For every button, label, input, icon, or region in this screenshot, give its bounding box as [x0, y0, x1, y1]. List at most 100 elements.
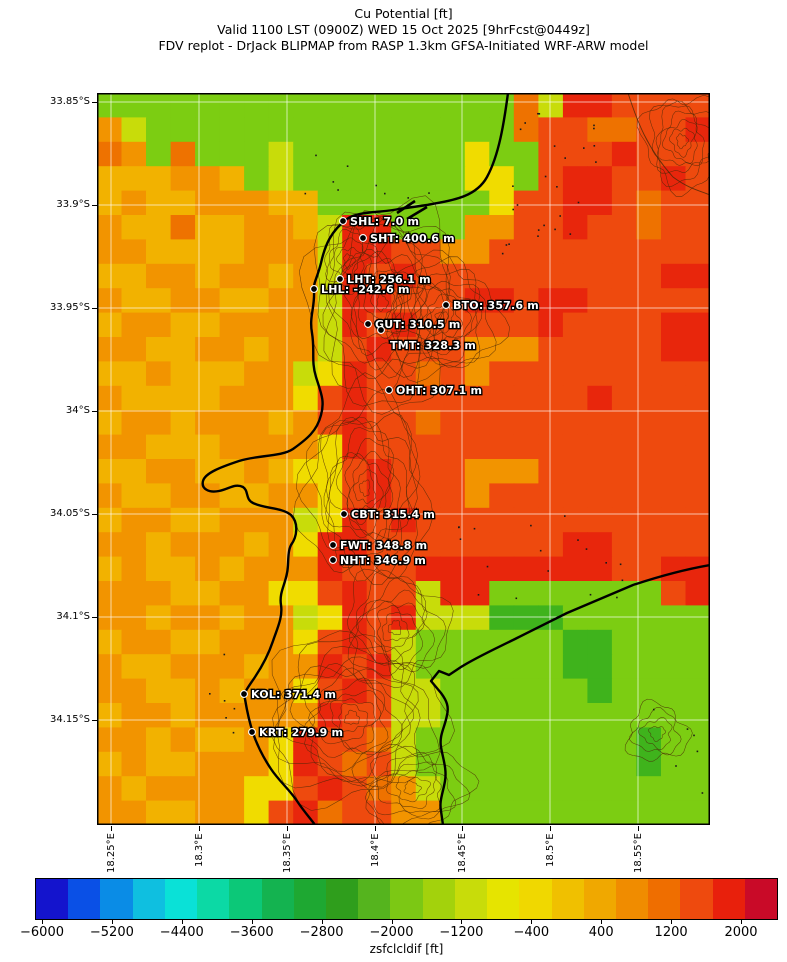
raster-cell: [562, 312, 588, 338]
raster-cell: [268, 483, 294, 509]
raster-cell: [244, 629, 270, 655]
raster-cell: [661, 434, 687, 460]
raster-cell: [440, 215, 466, 240]
raster-cell: [587, 312, 613, 338]
urban-speckle: [559, 215, 561, 217]
raster-cell: [293, 483, 319, 509]
raster-cell: [97, 483, 123, 509]
raster-cell: [636, 93, 662, 118]
station-marker: [377, 326, 385, 334]
raster-cell: [611, 629, 637, 655]
raster-cell: [219, 190, 245, 216]
raster-cell: [121, 605, 147, 631]
raster-cell: [685, 727, 710, 753]
terrain-contour: [377, 604, 419, 652]
raster-cell: [415, 776, 441, 802]
raster-cell: [97, 605, 123, 631]
raster-cell: [538, 166, 564, 192]
raster-cell: [342, 93, 368, 118]
terrain-contour: [350, 250, 422, 357]
raster-cell: [611, 239, 637, 265]
terrain-contour: [308, 677, 389, 755]
raster-cell: [391, 776, 417, 802]
raster-cell: [170, 605, 196, 631]
raster-cell: [464, 117, 490, 143]
raster-cell: [513, 239, 539, 265]
raster-cell: [415, 166, 441, 192]
raster-cell: [562, 263, 588, 289]
raster-cell: [661, 483, 687, 509]
raster-cell: [464, 581, 490, 606]
y-tick-mark: [92, 102, 97, 103]
colorbar-segment: [68, 879, 101, 919]
raster-cell: [685, 93, 710, 118]
raster-cell: [513, 288, 539, 314]
colorbar-segment: [36, 879, 69, 919]
terrain-contour: [402, 280, 481, 362]
raster-cell: [611, 190, 637, 216]
raster-cell: [562, 556, 588, 582]
raster-cell: [636, 678, 662, 704]
urban-speckle: [512, 208, 514, 211]
terrain-contour: [356, 589, 428, 670]
raster-cell: [685, 507, 710, 533]
terrain-contour: [638, 717, 673, 751]
raster-cell: [636, 483, 662, 509]
raster-cell: [562, 410, 588, 436]
raster-cell: [562, 459, 588, 484]
raster-cell: [268, 117, 294, 143]
raster-cell: [562, 654, 588, 680]
raster-cell: [685, 605, 710, 631]
raster-cell: [146, 141, 172, 167]
raster-cell: [366, 263, 392, 289]
raster-cell: [562, 93, 588, 118]
raster-cell: [636, 581, 662, 606]
urban-speckle: [459, 538, 462, 540]
raster-cell: [685, 776, 710, 802]
raster-cell: [391, 385, 417, 411]
raster-cell: [611, 263, 637, 289]
raster-cell: [538, 337, 564, 362]
raster-cell: [538, 507, 564, 533]
station-marker: [240, 690, 248, 698]
raster-cell: [636, 166, 662, 192]
raster-cell: [587, 605, 613, 631]
y-tick-label: 34.15°S: [50, 714, 90, 725]
raster-cell: [685, 385, 710, 411]
raster-cell: [611, 312, 637, 338]
terrain-contour: [364, 745, 471, 825]
raster-cell: [366, 166, 392, 192]
raster-cell: [170, 581, 196, 606]
x-tick-label: 18.3°E: [194, 833, 205, 867]
raster-cell: [661, 385, 687, 411]
raster-cell: [538, 678, 564, 704]
raster-cell: [342, 751, 368, 777]
colorbar-segment: [422, 879, 455, 919]
urban-speckle: [537, 112, 539, 115]
terrain-contour: [648, 726, 666, 742]
raster-cell: [685, 434, 710, 460]
raster-cell: [268, 337, 294, 362]
raster-cell: [415, 434, 441, 460]
raster-cell: [268, 800, 294, 825]
raster-cell: [538, 410, 564, 436]
colorbar-tick-label: −2000: [369, 925, 414, 940]
colorbar-segment: [744, 879, 778, 919]
terrain-contour: [393, 268, 483, 366]
colorbar-tick-mark: [671, 920, 673, 924]
raster-cell: [464, 263, 490, 289]
raster-cell: [244, 556, 270, 582]
raster-cell: [146, 654, 172, 680]
raster-cell: [489, 654, 515, 680]
raster-cell: [244, 532, 270, 558]
raster-cell: [121, 654, 147, 680]
station-label: SHL: 7.0 m: [350, 215, 419, 228]
raster-cell: [121, 93, 147, 118]
raster-cell: [513, 361, 539, 387]
raster-cell: [121, 532, 147, 558]
raster-cell: [170, 385, 196, 411]
terrain-contour: [335, 450, 394, 536]
raster-cell: [146, 751, 172, 777]
colorbar-segment: [325, 879, 359, 919]
raster-cell: [146, 263, 172, 289]
